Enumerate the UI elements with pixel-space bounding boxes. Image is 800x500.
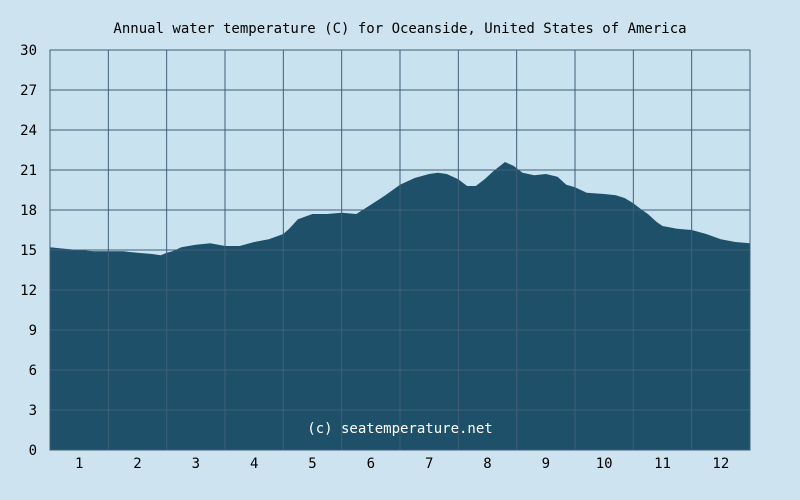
x-tick-label: 1 xyxy=(75,456,83,472)
y-tick-label: 21 xyxy=(20,163,37,179)
x-tick-label: 7 xyxy=(425,456,433,472)
x-tick-label: 8 xyxy=(483,456,491,472)
plot-border xyxy=(49,49,751,451)
x-tick-label: 2 xyxy=(133,456,141,472)
y-tick-label: 9 xyxy=(29,323,37,339)
x-axis-tick-labels: 1 2 3 4 5 6 7 8 9 10 11 12 xyxy=(75,456,729,472)
y-tick-label: 6 xyxy=(29,363,37,379)
x-tick-label: 6 xyxy=(367,456,375,472)
y-tick-label: 27 xyxy=(20,83,37,99)
x-tick-label: 12 xyxy=(712,456,729,472)
y-tick-label: 18 xyxy=(20,203,37,219)
y-tick-label: 30 xyxy=(20,43,37,59)
y-tick-label: 15 xyxy=(20,243,37,259)
x-tick-label: 11 xyxy=(654,456,671,472)
y-tick-label: 24 xyxy=(20,123,37,139)
y-tick-label: 3 xyxy=(29,403,37,419)
y-tick-label: 0 xyxy=(29,443,37,459)
x-tick-label: 10 xyxy=(596,456,613,472)
x-tick-label: 3 xyxy=(192,456,200,472)
x-tick-label: 4 xyxy=(250,456,258,472)
watermark: (c) seatemperature.net xyxy=(307,421,492,437)
x-tick-label: 9 xyxy=(542,456,550,472)
chart-title: Annual water temperature (C) for Oceansi… xyxy=(113,21,686,37)
y-tick-label: 12 xyxy=(20,283,37,299)
x-tick-label: 5 xyxy=(308,456,316,472)
y-axis-tick-labels: 0 3 6 9 12 15 18 21 24 27 30 xyxy=(20,43,37,459)
